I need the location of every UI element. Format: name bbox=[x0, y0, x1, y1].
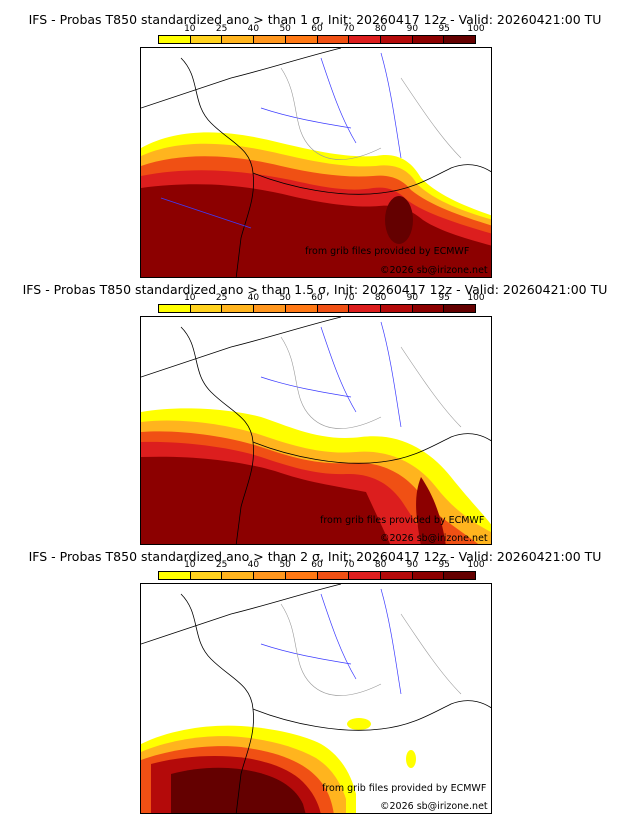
legend-tick-60: 60 bbox=[311, 560, 323, 570]
legend-tick-50: 50 bbox=[279, 293, 291, 303]
coastlines bbox=[141, 584, 491, 813]
legend-tick-70: 70 bbox=[343, 24, 355, 34]
legend-color-3 bbox=[222, 36, 255, 43]
legend-tick-40: 40 bbox=[247, 293, 260, 303]
borders bbox=[280, 603, 462, 696]
legend-tick-90: 90 bbox=[406, 24, 419, 34]
map-svg-3 bbox=[141, 584, 491, 813]
legend-color-3 bbox=[222, 572, 255, 579]
legend-tick-95: 95 bbox=[438, 293, 450, 303]
panel-title-1: IFS - Probas T850 standardized ano > tha… bbox=[28, 12, 602, 27]
legend-tick-80: 80 bbox=[374, 24, 387, 34]
rivers bbox=[260, 321, 402, 428]
legend-tick-40: 40 bbox=[247, 24, 260, 34]
map-svg-1 bbox=[141, 48, 491, 277]
legend-color-1 bbox=[159, 36, 191, 43]
panel-title-2: IFS - Probas T850 standardized ano > tha… bbox=[22, 282, 608, 297]
rivers bbox=[160, 52, 402, 229]
borders bbox=[280, 336, 462, 429]
legend-color-9 bbox=[412, 305, 445, 312]
copyright-credit: ©2026 sb@irizone.net bbox=[380, 533, 488, 544]
legend-tick-80: 80 bbox=[374, 293, 387, 303]
legend-color-10 bbox=[444, 305, 476, 312]
legend-tick-100: 100 bbox=[467, 24, 485, 34]
legend-color-7 bbox=[349, 36, 381, 43]
legend-bar bbox=[158, 35, 476, 44]
legend-color-4 bbox=[254, 572, 286, 579]
coastlines bbox=[141, 317, 491, 544]
legend-tick-80: 80 bbox=[374, 560, 387, 570]
source-credit: from grib files provided by ECMWF bbox=[305, 246, 470, 257]
legend-color-8 bbox=[380, 305, 413, 312]
map-panel-3 bbox=[140, 583, 492, 814]
legend-color-2 bbox=[190, 36, 223, 43]
legend-tick-50: 50 bbox=[279, 560, 291, 570]
legend-color-9 bbox=[412, 36, 445, 43]
legend-ticks: 10 25 40 50 60 70 80 90 95 100 bbox=[158, 293, 485, 303]
panel-title-3: IFS - Probas T850 standardized ano > tha… bbox=[28, 549, 602, 564]
legend-color-8 bbox=[380, 36, 413, 43]
legend-tick-70: 70 bbox=[343, 560, 355, 570]
legend-3: 10 25 40 50 60 70 80 90 95 100 bbox=[158, 560, 485, 583]
legend-tick-95: 95 bbox=[438, 560, 450, 570]
legend-color-4 bbox=[254, 36, 286, 43]
map-svg-2 bbox=[141, 317, 491, 544]
legend-color-10 bbox=[444, 572, 476, 579]
probability-field bbox=[141, 132, 491, 277]
legend-tick-50: 50 bbox=[279, 24, 291, 34]
source-credit: from grib files provided by ECMWF bbox=[322, 783, 487, 794]
legend-color-3 bbox=[222, 305, 255, 312]
legend-tick-10: 10 bbox=[184, 24, 196, 34]
legend-tick-100: 100 bbox=[467, 293, 485, 303]
borders bbox=[280, 67, 462, 160]
map-panel-2 bbox=[140, 316, 492, 545]
legend-tick-25: 25 bbox=[215, 24, 228, 34]
legend-tick-25: 25 bbox=[215, 293, 228, 303]
legend-color-10 bbox=[444, 36, 476, 43]
legend-tick-40: 40 bbox=[247, 560, 260, 570]
legend-tick-100: 100 bbox=[467, 560, 485, 570]
legend-tick-10: 10 bbox=[184, 293, 196, 303]
legend-tick-10: 10 bbox=[184, 560, 196, 570]
legend-color-2 bbox=[190, 572, 223, 579]
copyright-credit: ©2026 sb@irizone.net bbox=[380, 265, 488, 276]
legend-color-5 bbox=[285, 572, 318, 579]
legend-tick-95: 95 bbox=[438, 24, 450, 34]
legend-color-1 bbox=[159, 572, 191, 579]
legend-color-4 bbox=[254, 305, 286, 312]
legend-tick-25: 25 bbox=[215, 560, 228, 570]
legend-color-6 bbox=[317, 572, 350, 579]
legend-color-6 bbox=[317, 36, 350, 43]
legend-tick-60: 60 bbox=[311, 24, 323, 34]
rivers bbox=[260, 588, 402, 695]
map-panel-1 bbox=[140, 47, 492, 278]
legend-color-2 bbox=[190, 305, 223, 312]
copyright-credit: ©2026 sb@irizone.net bbox=[380, 801, 488, 812]
legend-bar bbox=[158, 571, 476, 580]
legend-ticks: 10 25 40 50 60 70 80 90 95 100 bbox=[158, 24, 485, 34]
legend-bar bbox=[158, 304, 476, 313]
legend-color-5 bbox=[285, 36, 318, 43]
legend-tick-60: 60 bbox=[311, 293, 323, 303]
probability-field bbox=[141, 408, 491, 544]
source-credit: from grib files provided by ECMWF bbox=[320, 515, 485, 526]
legend-ticks: 10 25 40 50 60 70 80 90 95 100 bbox=[158, 560, 485, 570]
probability-field bbox=[141, 718, 416, 813]
legend-color-1 bbox=[159, 305, 191, 312]
legend-2: 10 25 40 50 60 70 80 90 95 100 bbox=[158, 293, 485, 316]
legend-color-5 bbox=[285, 305, 318, 312]
legend-color-7 bbox=[349, 305, 381, 312]
legend-1: 10 25 40 50 60 70 80 90 95 100 bbox=[158, 24, 485, 47]
legend-tick-70: 70 bbox=[343, 293, 355, 303]
legend-color-8 bbox=[380, 572, 413, 579]
legend-color-7 bbox=[349, 572, 381, 579]
coastlines bbox=[141, 48, 491, 277]
legend-tick-90: 90 bbox=[406, 560, 419, 570]
legend-color-6 bbox=[317, 305, 350, 312]
legend-color-9 bbox=[412, 572, 445, 579]
legend-tick-90: 90 bbox=[406, 293, 419, 303]
